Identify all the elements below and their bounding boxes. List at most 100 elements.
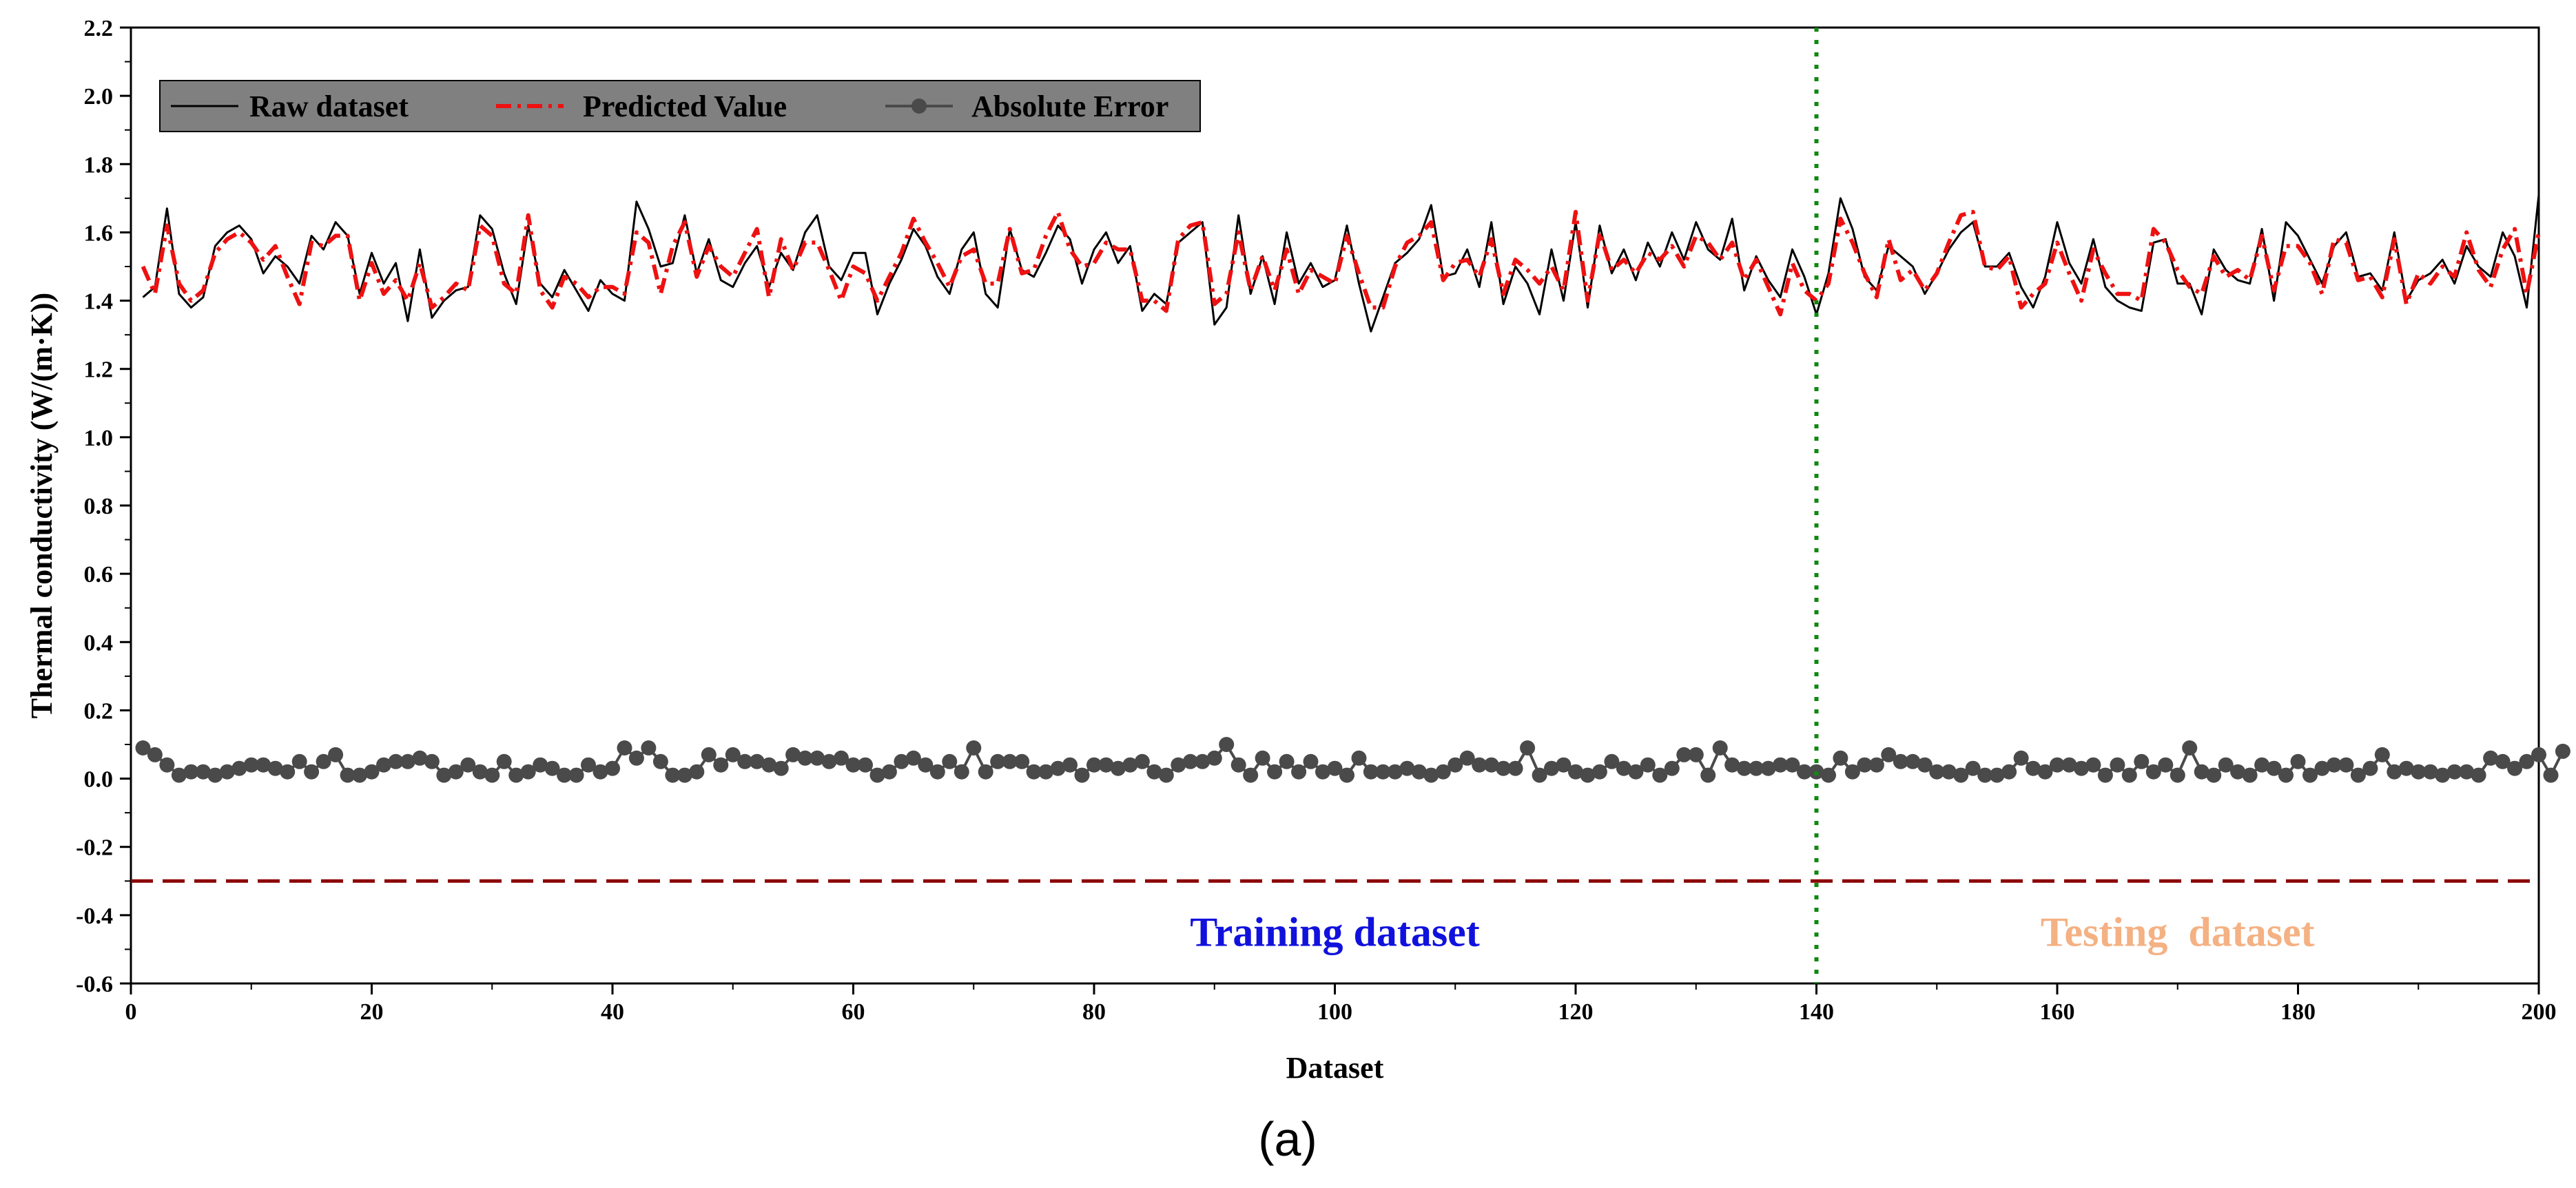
error-marker-41 (628, 750, 644, 766)
error-marker-123 (1616, 760, 1631, 776)
error-marker-102 (1363, 764, 1379, 780)
error-marker-188 (2398, 760, 2414, 776)
error-marker-106 (1411, 764, 1427, 780)
error-marker-89 (1206, 750, 1222, 766)
error-marker-117 (1544, 760, 1559, 776)
error-marker-22 (400, 753, 415, 769)
error-marker-158 (2037, 764, 2053, 780)
error-marker-200 (2543, 767, 2559, 783)
error-marker-157 (2026, 760, 2041, 776)
error-marker-46 (689, 764, 705, 780)
error-marker-156 (2013, 750, 2029, 766)
legend-label-1: Predicted Value (583, 90, 787, 123)
error-marker-130 (1700, 767, 1716, 783)
error-marker-98 (1315, 764, 1330, 780)
error-marker-15 (316, 753, 331, 769)
error-marker-12 (280, 764, 296, 780)
error-marker-193 (2459, 764, 2475, 780)
error-marker-50 (737, 753, 753, 769)
error-marker-20 (376, 757, 391, 773)
error-marker-70 (978, 764, 993, 780)
series-line-1 (141, 209, 2541, 317)
error-marker-54 (785, 747, 801, 762)
error-marker-61 (869, 767, 885, 783)
error-marker-159 (2050, 757, 2065, 773)
error-marker-150 (1941, 764, 1957, 780)
error-marker-128 (1676, 747, 1692, 762)
training-dataset-label: Training dataset (1190, 910, 1480, 955)
error-marker-79 (1086, 757, 1102, 773)
error-marker-109 (1447, 757, 1463, 773)
error-marker-127 (1664, 760, 1680, 776)
error-marker-165 (2121, 767, 2137, 783)
error-marker-44 (665, 767, 681, 783)
error-marker-160 (2061, 757, 2077, 773)
error-marker-27 (460, 757, 476, 773)
error-marker-32 (520, 764, 536, 780)
error-marker-189 (2411, 764, 2426, 780)
error-marker-114 (1507, 760, 1523, 776)
error-marker-141 (1833, 750, 1848, 766)
error-marker-36 (568, 767, 584, 783)
error-marker-52 (761, 757, 777, 773)
error-marker-97 (1303, 753, 1319, 769)
error-marker-171 (2194, 764, 2209, 780)
error-marker-126 (1652, 767, 1668, 783)
error-marker-45 (677, 767, 692, 783)
error-marker-144 (1868, 757, 1884, 773)
error-marker-57 (821, 753, 837, 769)
error-marker-9 (243, 757, 259, 773)
error-marker-80 (1098, 757, 1114, 773)
error-marker-149 (1929, 764, 1945, 780)
y-tick-label-8: 1.0 (84, 426, 114, 451)
error-marker-187 (2387, 764, 2402, 780)
error-marker-131 (1712, 740, 1728, 755)
error-marker-135 (1760, 760, 1776, 776)
error-marker-111 (1472, 757, 1487, 773)
axes-layer: 0 20 40 60 80 100 120 140 160 180 200 -0.6 -0.4 -0.2 0… (25, 16, 2557, 1085)
error-marker-162 (2085, 757, 2101, 773)
error-marker-190 (2422, 764, 2438, 780)
error-marker-184 (2350, 767, 2366, 783)
x-tick-label-4: 80 (1082, 999, 1106, 1025)
error-marker-29 (484, 767, 500, 783)
y-tick-label-13: 2.0 (84, 84, 114, 110)
error-marker-154 (1989, 767, 2005, 783)
error-marker-39 (605, 760, 620, 776)
error-marker-2 (159, 757, 175, 773)
x-axis-title: Dataset (1286, 1051, 1384, 1085)
error-marker-59 (845, 757, 861, 773)
error-marker-7 (219, 764, 235, 780)
error-marker-4 (183, 764, 199, 780)
error-marker-78 (1074, 767, 1090, 783)
error-marker-148 (1917, 757, 1933, 773)
error-marker-136 (1773, 757, 1789, 773)
x-tick-label-6: 120 (1558, 999, 1594, 1025)
error-marker-101 (1351, 750, 1367, 766)
y-tick-label-1: -0.4 (76, 904, 113, 929)
error-marker-62 (881, 764, 897, 780)
error-marker-172 (2206, 767, 2222, 783)
error-marker-175 (2242, 767, 2258, 783)
error-marker-170 (2182, 740, 2198, 755)
x-tick-label-2: 40 (601, 999, 624, 1025)
error-marker-138 (1797, 764, 1812, 780)
error-marker-13 (291, 753, 307, 769)
error-marker-129 (1688, 747, 1704, 762)
error-marker-125 (1640, 757, 1656, 773)
error-marker-30 (496, 753, 512, 769)
error-marker-72 (1002, 753, 1018, 769)
error-marker-163 (2097, 767, 2113, 783)
error-marker-88 (1195, 753, 1210, 769)
error-marker-133 (1736, 760, 1752, 776)
error-marker-86 (1171, 757, 1186, 773)
error-marker-112 (1483, 757, 1499, 773)
error-marker-8 (231, 760, 247, 776)
error-marker-37 (581, 757, 596, 773)
error-marker-17 (340, 767, 356, 783)
error-marker-137 (1784, 757, 1800, 773)
error-marker-167 (2145, 764, 2161, 780)
error-marker-103 (1375, 764, 1391, 780)
error-marker-53 (773, 760, 789, 776)
error-marker-132 (1724, 757, 1740, 773)
